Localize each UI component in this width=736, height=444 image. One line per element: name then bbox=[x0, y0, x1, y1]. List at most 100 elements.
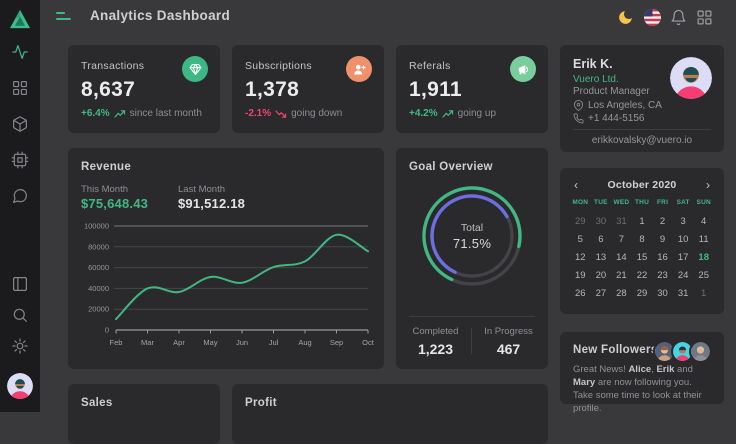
gear-icon[interactable] bbox=[12, 338, 29, 355]
calendar-day[interactable]: 7 bbox=[618, 233, 625, 245]
sales-title: Sales bbox=[81, 397, 113, 409]
calendar-day[interactable]: 8 bbox=[639, 233, 645, 245]
calendar-day[interactable]: 24 bbox=[677, 269, 689, 281]
new-followers-card: New Followers bbox=[560, 332, 724, 414]
trend-up-icon bbox=[442, 109, 453, 118]
x-axis-label: Jul bbox=[269, 338, 279, 347]
calendar-next-button[interactable]: › bbox=[706, 178, 710, 192]
calendar-day[interactable]: 12 bbox=[574, 251, 586, 263]
calendar-day[interactable]: 6 bbox=[598, 233, 604, 245]
calendar-prev-button[interactable]: ‹ bbox=[574, 178, 578, 192]
delta-note: going down bbox=[291, 108, 343, 119]
calendar-day[interactable]: 5 bbox=[577, 233, 583, 245]
calendar-day[interactable]: 31 bbox=[616, 215, 627, 227]
stat-value: 1,911 bbox=[409, 78, 462, 101]
calendar-day[interactable]: 28 bbox=[616, 287, 627, 299]
calendar-day[interactable]: 20 bbox=[595, 269, 607, 281]
calendar-day[interactable]: 19 bbox=[574, 269, 586, 281]
stat-label: Subscriptions bbox=[245, 60, 312, 72]
user-role: Product Manager bbox=[573, 86, 650, 97]
moon-icon[interactable] bbox=[617, 9, 634, 26]
user-avatar[interactable] bbox=[670, 57, 712, 99]
phone-icon bbox=[573, 113, 584, 124]
calendar-day[interactable]: 31 bbox=[677, 287, 689, 299]
calendar-day[interactable]: 18 bbox=[698, 251, 709, 263]
user-company: Vuero Ltd. bbox=[573, 74, 619, 85]
user-name: Erik K. bbox=[573, 57, 613, 71]
gauge-arc bbox=[430, 194, 509, 274]
calendar-day[interactable]: 26 bbox=[574, 287, 586, 299]
delta-value: +6.4% bbox=[81, 108, 110, 119]
followers-message: Great News! Alice, Erik and Mary are now… bbox=[573, 363, 713, 415]
last-month-value: $91,512.18 bbox=[178, 196, 246, 211]
apps-grid-icon[interactable] bbox=[696, 9, 713, 26]
calendar-day[interactable]: 10 bbox=[677, 233, 689, 245]
us-flag-icon[interactable] bbox=[644, 9, 661, 26]
calendar-day-header: MON bbox=[572, 199, 589, 206]
dashboard-grid-icon[interactable] bbox=[12, 80, 29, 97]
calendar-day[interactable]: 16 bbox=[657, 251, 668, 263]
calendar-day[interactable]: 14 bbox=[616, 251, 627, 263]
goal-gauge: Total 71.5% bbox=[414, 178, 530, 294]
calendar-day[interactable]: 9 bbox=[659, 233, 666, 245]
calendar-day[interactable]: 23 bbox=[657, 269, 668, 281]
y-axis-label: 100000 bbox=[84, 222, 109, 231]
calendar-day[interactable]: 21 bbox=[616, 269, 627, 281]
follower-avatars bbox=[653, 340, 712, 363]
user-phone: +1 444-5156 bbox=[573, 113, 644, 124]
divider bbox=[409, 316, 535, 317]
calendar-day[interactable]: 30 bbox=[657, 287, 668, 299]
divider bbox=[471, 328, 472, 354]
x-axis-label: Jun bbox=[236, 338, 248, 347]
calendar-day[interactable]: 27 bbox=[595, 287, 607, 299]
map-pin-icon bbox=[573, 100, 584, 111]
delta-value: +4.2% bbox=[409, 108, 438, 119]
follower-avatar-alice[interactable] bbox=[653, 340, 676, 363]
calendar-month-label: October 2020 bbox=[607, 179, 677, 191]
chat-bubble-icon[interactable] bbox=[12, 188, 29, 205]
x-axis-label: Feb bbox=[110, 338, 123, 347]
gem-icon bbox=[182, 56, 208, 82]
gauge-arc bbox=[422, 186, 522, 282]
this-month-value: $75,648.43 bbox=[81, 196, 149, 211]
followers-text: , bbox=[651, 364, 657, 375]
stat-card-subscriptions: Subscriptions 1,378 -2.1% going down bbox=[232, 45, 384, 133]
calendar-day[interactable]: 17 bbox=[677, 251, 689, 263]
cpu-icon[interactable] bbox=[11, 151, 29, 169]
search-icon[interactable] bbox=[12, 307, 29, 324]
y-axis-label: 80000 bbox=[88, 242, 109, 251]
stat-delta: +4.2% going up bbox=[409, 108, 496, 119]
revenue-title: Revenue bbox=[81, 161, 132, 173]
calendar-day[interactable]: 13 bbox=[595, 251, 607, 263]
revenue-card: Revenue This Month $75,648.43 Last Month… bbox=[68, 148, 384, 369]
y-axis-label: 40000 bbox=[88, 284, 109, 293]
calendar-day[interactable]: 30 bbox=[595, 215, 607, 227]
last-month-label: Last Month bbox=[178, 184, 225, 195]
layout-panel-icon[interactable] bbox=[12, 276, 29, 293]
sidebar-user-avatar[interactable] bbox=[7, 373, 33, 399]
calendar-day[interactable]: 25 bbox=[698, 269, 709, 281]
app-logo-icon[interactable] bbox=[9, 9, 31, 29]
menu-toggle-icon[interactable] bbox=[56, 12, 72, 22]
box-icon[interactable] bbox=[12, 116, 29, 133]
calendar-day[interactable]: 3 bbox=[680, 215, 686, 227]
calendar-day[interactable]: 11 bbox=[698, 233, 709, 245]
calendar-day[interactable]: 1 bbox=[639, 215, 645, 227]
activity-icon[interactable] bbox=[12, 44, 29, 61]
followers-text: Great News! bbox=[573, 364, 629, 375]
trend-down-icon bbox=[275, 109, 287, 118]
profit-title: Profit bbox=[245, 397, 277, 409]
follower-avatar-mary[interactable] bbox=[689, 340, 712, 363]
calendar-day[interactable]: 1 bbox=[701, 287, 707, 299]
calendar-day[interactable]: 15 bbox=[636, 251, 648, 263]
x-axis-label: Sep bbox=[330, 338, 343, 347]
calendar-day[interactable]: 29 bbox=[574, 215, 586, 227]
calendar-day-headers: MON TUE WED THU FRI SAT SUN bbox=[570, 199, 714, 206]
calendar-day[interactable]: 2 bbox=[659, 215, 666, 227]
calendar-day[interactable]: 22 bbox=[636, 269, 648, 281]
bell-icon[interactable] bbox=[670, 9, 687, 26]
calendar-day[interactable]: 4 bbox=[701, 215, 707, 227]
goal-overview-card: Goal Overview Total 71.5% Completed 1,22… bbox=[396, 148, 548, 369]
calendar-day[interactable]: 29 bbox=[636, 287, 648, 299]
goal-completed: Completed 1,223 bbox=[412, 326, 459, 357]
